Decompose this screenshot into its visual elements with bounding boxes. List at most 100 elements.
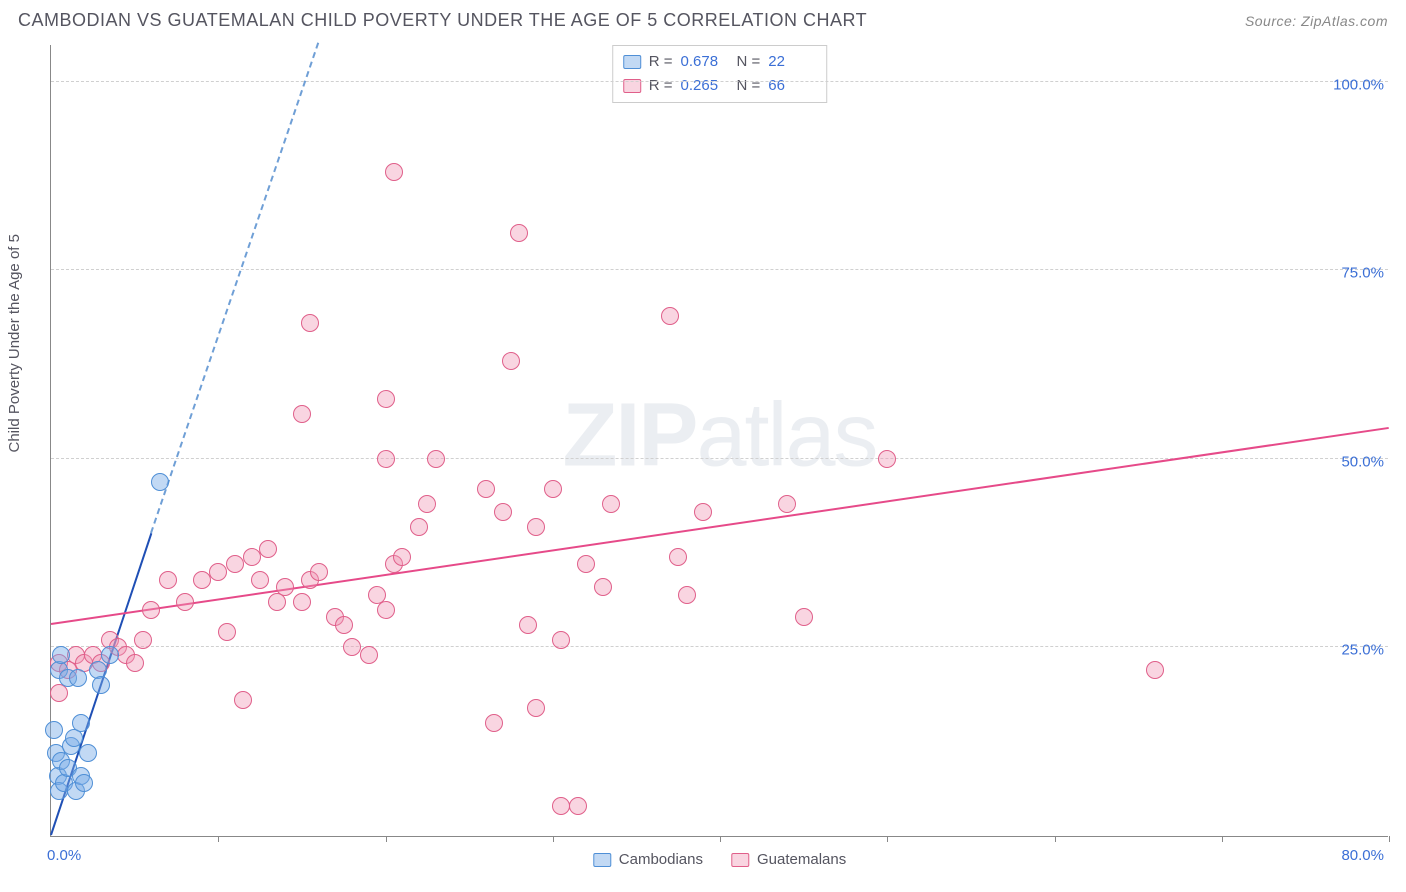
- data-point: [134, 631, 152, 649]
- n-value: 22: [768, 50, 816, 74]
- data-point: [45, 721, 63, 739]
- legend-series: Cambodians Guatemalans: [593, 851, 846, 868]
- data-point: [92, 676, 110, 694]
- r-label: R =: [649, 50, 673, 74]
- data-point: [795, 608, 813, 626]
- data-point: [778, 495, 796, 513]
- data-point: [527, 518, 545, 536]
- data-point: [418, 495, 436, 513]
- swatch-cambodians-icon: [593, 853, 611, 867]
- trend-line: [150, 43, 319, 534]
- x-tick: [1222, 836, 1223, 842]
- data-point: [209, 563, 227, 581]
- data-point: [72, 714, 90, 732]
- r-value: 0.678: [681, 50, 729, 74]
- data-point: [694, 503, 712, 521]
- legend-stats: R = 0.678 N = 22 R = 0.265 N = 66: [612, 45, 828, 103]
- data-point: [594, 578, 612, 596]
- data-point: [544, 480, 562, 498]
- r-value: 0.265: [681, 74, 729, 98]
- swatch-cambodians-icon: [623, 55, 641, 69]
- data-point: [878, 450, 896, 468]
- data-point: [75, 774, 93, 792]
- data-point: [251, 571, 269, 589]
- data-point: [101, 646, 119, 664]
- gridline: [51, 646, 1388, 647]
- chart-shell: Child Poverty Under the Age of 5 ZIPatla…: [0, 35, 1406, 887]
- data-point: [577, 555, 595, 573]
- data-point: [552, 797, 570, 815]
- data-point: [519, 616, 537, 634]
- data-point: [218, 623, 236, 641]
- data-point: [335, 616, 353, 634]
- r-label: R =: [649, 74, 673, 98]
- data-point: [569, 797, 587, 815]
- data-point: [243, 548, 261, 566]
- data-point: [678, 586, 696, 604]
- data-point: [142, 601, 160, 619]
- legend-item-cambodians: Cambodians: [593, 851, 703, 868]
- data-point: [552, 631, 570, 649]
- watermark: ZIPatlas: [562, 384, 876, 487]
- data-point: [293, 405, 311, 423]
- data-point: [159, 571, 177, 589]
- legend-label: Cambodians: [619, 851, 703, 868]
- x-axis-end-label: 80.0%: [1341, 847, 1384, 864]
- gridline: [51, 81, 1388, 82]
- swatch-guatemalans-icon: [731, 853, 749, 867]
- x-axis-start-label: 0.0%: [47, 847, 81, 864]
- data-point: [343, 638, 361, 656]
- y-tick-label: 50.0%: [1341, 453, 1384, 470]
- data-point: [510, 224, 528, 242]
- data-point: [669, 548, 687, 566]
- legend-stats-row: R = 0.265 N = 66: [623, 74, 817, 98]
- data-point: [79, 744, 97, 762]
- legend-label: Guatemalans: [757, 851, 846, 868]
- x-tick: [218, 836, 219, 842]
- data-point: [410, 518, 428, 536]
- legend-stats-row: R = 0.678 N = 22: [623, 50, 817, 74]
- y-tick-label: 100.0%: [1333, 76, 1384, 93]
- x-tick: [553, 836, 554, 842]
- data-point: [377, 450, 395, 468]
- data-point: [176, 593, 194, 611]
- x-tick: [887, 836, 888, 842]
- data-point: [234, 691, 252, 709]
- data-point: [377, 601, 395, 619]
- data-point: [293, 593, 311, 611]
- data-point: [385, 163, 403, 181]
- data-point: [193, 571, 211, 589]
- trend-line: [51, 427, 1389, 625]
- x-tick: [386, 836, 387, 842]
- data-point: [52, 646, 70, 664]
- x-tick: [1055, 836, 1056, 842]
- data-point: [151, 473, 169, 491]
- data-point: [527, 699, 545, 717]
- x-tick: [720, 836, 721, 842]
- data-point: [602, 495, 620, 513]
- chart-source: Source: ZipAtlas.com: [1245, 13, 1388, 29]
- data-point: [485, 714, 503, 732]
- x-tick: [1389, 836, 1390, 842]
- data-point: [226, 555, 244, 573]
- n-value: 66: [768, 74, 816, 98]
- data-point: [502, 352, 520, 370]
- data-point: [377, 390, 395, 408]
- data-point: [276, 578, 294, 596]
- data-point: [301, 314, 319, 332]
- data-point: [393, 548, 411, 566]
- data-point: [494, 503, 512, 521]
- legend-item-guatemalans: Guatemalans: [731, 851, 846, 868]
- data-point: [661, 307, 679, 325]
- data-point: [126, 654, 144, 672]
- data-point: [310, 563, 328, 581]
- n-label: N =: [737, 50, 761, 74]
- y-axis-label: Child Poverty Under the Age of 5: [6, 234, 23, 452]
- plot-area: ZIPatlas R = 0.678 N = 22 R = 0.265 N = …: [50, 45, 1388, 837]
- gridline: [51, 269, 1388, 270]
- watermark-zip: ZIP: [562, 385, 696, 485]
- data-point: [427, 450, 445, 468]
- chart-header: CAMBODIAN VS GUATEMALAN CHILD POVERTY UN…: [0, 0, 1406, 35]
- data-point: [259, 540, 277, 558]
- data-point: [360, 646, 378, 664]
